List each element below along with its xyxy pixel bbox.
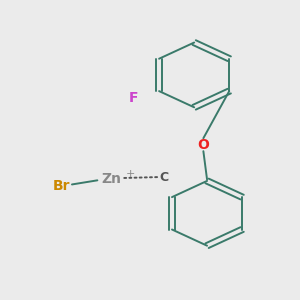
Text: F: F: [129, 91, 138, 105]
Text: Br: Br: [53, 179, 70, 193]
Text: C: C: [159, 171, 169, 184]
Text: Zn: Zn: [101, 172, 122, 186]
Text: O: O: [197, 138, 209, 152]
Text: +: +: [126, 169, 136, 179]
